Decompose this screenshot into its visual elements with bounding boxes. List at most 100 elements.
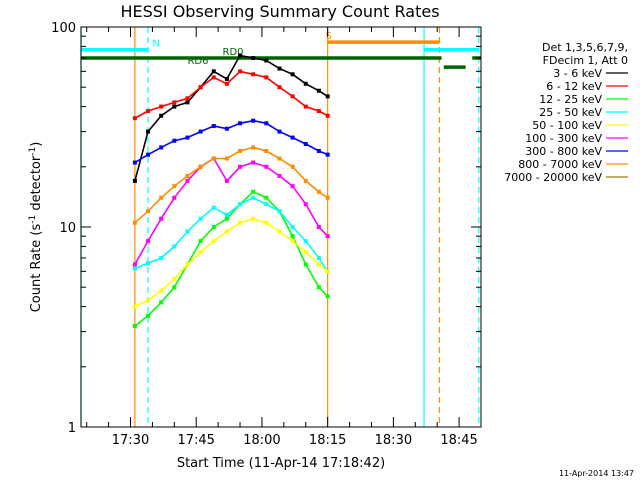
data-point [132, 323, 137, 328]
flag-label: S [325, 31, 331, 42]
data-point [303, 142, 308, 147]
series-line [134, 190, 329, 327]
data-point [277, 85, 282, 90]
series-line [134, 119, 329, 164]
legend-header-line: Det 1,3,5,6,7,9, [542, 41, 628, 54]
data-point [159, 255, 164, 260]
data-point [251, 118, 256, 123]
y-tick-label: 1 [68, 421, 76, 436]
data-point [198, 85, 203, 90]
data-point [146, 109, 151, 114]
flag-label: N [152, 39, 159, 50]
legend-entry-label: 100 - 300 keV [525, 132, 602, 145]
data-point [251, 189, 256, 194]
legend-entry-label: 7000 - 20000 keV [504, 171, 602, 184]
data-point [277, 129, 282, 134]
data-point [325, 195, 330, 200]
data-point [159, 104, 164, 109]
series-line [134, 54, 329, 182]
data-point [146, 313, 151, 318]
data-point [290, 164, 295, 169]
data-point [303, 249, 308, 254]
data-point [290, 225, 295, 229]
data-point [132, 160, 137, 165]
data-point [264, 164, 269, 169]
data-point [172, 276, 177, 281]
data-point [172, 100, 177, 105]
data-point [172, 195, 177, 200]
data-point [159, 300, 164, 305]
data-point [277, 173, 282, 178]
data-point [185, 173, 190, 178]
data-point [132, 262, 137, 267]
data-point [185, 135, 190, 140]
y-axis-label-part: detector [29, 155, 44, 215]
data-point [264, 195, 269, 200]
data-point [224, 229, 229, 234]
plot-area: N S RD0 RD6 [80, 27, 481, 427]
data-point [224, 178, 229, 183]
legend-header-line: FDecim 1, Att 0 [543, 54, 628, 67]
chart-title: HESSI Observing Summary Count Rates [120, 2, 439, 21]
data-point [146, 261, 151, 266]
data-point [159, 216, 164, 221]
data-point [198, 216, 203, 221]
data-point [159, 113, 164, 118]
data-point [211, 75, 216, 80]
legend-entry-label: 6 - 12 keV [546, 80, 602, 93]
data-point [290, 72, 295, 77]
data-point [277, 209, 282, 214]
series-line [134, 196, 329, 272]
data-point [132, 304, 137, 309]
legend-entry-label: 300 - 800 keV [525, 145, 602, 158]
data-point [159, 145, 164, 150]
data-point [238, 220, 243, 225]
y-tick-label: 100 [51, 21, 76, 36]
data-point [198, 249, 203, 254]
legend-entry-label: 12 - 25 keV [539, 93, 602, 106]
data-point [316, 225, 321, 229]
data-point [132, 116, 137, 121]
data-point [290, 94, 295, 99]
series-line [134, 157, 329, 265]
data-point [172, 138, 177, 143]
y-axis: 1 10 100 [51, 21, 481, 436]
x-tick-label: 17:45 [177, 433, 214, 448]
data-point [211, 205, 216, 210]
x-axis: 17:30 17:45 18:00 18:15 18:30 18:45 [86, 27, 482, 448]
data-point [185, 100, 190, 105]
y-axis-label: Count Rate (s-1 detector-1) [28, 142, 44, 313]
data-point [238, 53, 243, 58]
data-point [146, 239, 151, 244]
data-point [303, 202, 308, 207]
data-point [325, 294, 330, 299]
data-point [185, 178, 190, 183]
data-point [238, 164, 243, 169]
data-point [211, 123, 216, 128]
data-point [146, 209, 151, 214]
data-point [238, 148, 243, 153]
data-point [264, 58, 269, 63]
y-axis-label-sup: -1 [28, 147, 38, 156]
data-point [172, 104, 177, 109]
data-point [198, 164, 203, 169]
x-axis-label: Start Time (11-Apr-14 17:18:42) [177, 456, 385, 471]
data-point [303, 81, 308, 86]
data-point [132, 220, 137, 225]
data-point [238, 202, 243, 207]
data-point [251, 216, 256, 221]
data-point [172, 285, 177, 290]
flag-label: RD0 [223, 47, 244, 58]
data-point [290, 135, 295, 140]
data-point [146, 152, 151, 157]
data-point [316, 255, 321, 260]
data-point [146, 298, 151, 303]
data-point [290, 234, 295, 239]
data-point [224, 156, 229, 161]
flag-label: RD6 [187, 56, 208, 67]
y-axis-label-part: ) [29, 142, 44, 147]
data-point [224, 76, 229, 81]
data-point [198, 239, 203, 244]
x-tick-label: 18:00 [243, 433, 280, 448]
data-point [264, 148, 269, 153]
